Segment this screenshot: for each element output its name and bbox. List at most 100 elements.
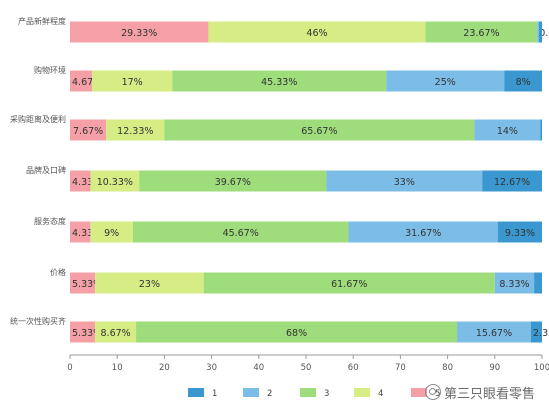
legend-swatch [300,388,316,397]
bar-segment [95,272,204,294]
bar-segment [494,272,535,294]
x-axis: 0 10 20 30 40 50 60 70 80 90 100 [67,354,549,373]
category-label: 统一次性购买齐 [10,316,66,326]
data-label: 4.33% [72,228,102,239]
data-label: 45.67% [223,228,259,239]
bar-segment [90,170,140,192]
legend-label: 3 [324,389,329,399]
data-label: 23.67% [463,28,499,39]
category-label: 价格 [50,267,66,277]
bar-segment [457,321,532,343]
legend-swatch [354,388,370,397]
data-label: 5.33% [72,279,102,290]
x-tick-label: 30 [206,363,217,373]
data-label: 33% [394,177,415,188]
data-label: 17% [122,77,143,88]
data-label: 7.67% [73,126,103,137]
data-label: 46% [306,28,327,39]
bar-segment [531,321,542,343]
bar-segment [208,21,426,43]
legend-label: 4 [378,389,383,399]
bar-segment [164,119,475,141]
bar-segment [326,170,483,192]
legend-swatch [188,388,204,397]
data-label: 14% [497,126,518,137]
x-tick-label: 60 [348,363,359,373]
bar-segment [386,70,505,92]
bar-segment [70,70,93,92]
legend-item[interactable]: 2 [243,388,272,399]
data-label: 0.33% [539,28,549,39]
data-label: 10.33% [97,177,133,188]
data-label: 8% [516,77,531,88]
bar-segment [92,70,173,92]
legend-item[interactable]: 4 [354,388,383,399]
bar-segment [203,272,495,294]
bar-segment [139,170,327,192]
bar-segment [474,119,541,141]
bar-segment [70,321,96,343]
data-label: 23% [139,279,160,290]
data-label: 9.33% [505,228,535,239]
data-label: 12.67% [494,177,530,188]
x-tick-label: 90 [489,363,500,373]
bar-segment [95,321,137,343]
data-label: 9% [104,228,119,239]
data-label: 4.67% [72,77,102,88]
bar-segment [136,321,458,343]
data-label: 8.33% [499,279,529,290]
legend-swatch [243,388,259,397]
watermark: 第三只眼看零售 [425,380,547,404]
category-label: 购物环境 [34,65,66,75]
x-tick-label: 80 [442,363,453,373]
bar-segment [497,221,542,243]
bar-segment [482,170,542,192]
watermark-text: 第三只眼看零售 [444,386,536,402]
data-label: 29.33% [121,28,157,39]
data-label: 45.33% [261,77,297,88]
data-label: 12.33% [117,126,153,137]
legend-item[interactable]: 1 [188,388,217,399]
bars-layer: 29.33% 46% 23.67% 0.33% 4.67% 17% 45.33% 25% 8% 7… [70,21,549,343]
data-label: 31.67% [405,228,441,239]
data-label: 2.33% [533,328,549,339]
bar-segment [70,119,107,141]
legend-label: 1 [212,389,217,399]
x-tick-label: 0 [67,363,72,373]
data-label: 25% [435,77,456,88]
x-tick-label: 50 [301,363,312,373]
legend-item[interactable]: 3 [300,388,329,399]
wechat-logo-icon [425,384,441,400]
bar-segment [537,21,539,43]
data-label: 65.67% [301,126,337,137]
data-label: 61.67% [331,279,367,290]
category-label: 产品新鲜程度 [18,16,66,26]
x-tick-label: 10 [112,363,123,373]
bar-segment [106,119,165,141]
legend-swatch [411,388,427,397]
bar-segment [70,272,96,294]
x-tick-label: 20 [159,363,170,373]
bar-segment [540,119,542,141]
category-label: 品牌及口碑 [26,165,66,175]
bar-segment [348,221,498,243]
category-label: 服务态度 [34,216,66,226]
data-label: 5.33% [72,328,102,339]
x-tick-label: 100 [534,363,549,373]
data-label: 39.67% [215,177,251,188]
bar-segment [534,272,542,294]
x-tick-label: 40 [253,363,264,373]
bar-segment [425,21,538,43]
data-label: 8.67% [101,328,131,339]
bar-segment [538,21,542,43]
bar-segment [70,21,209,43]
category-label: 采购距离及便利 [10,114,66,124]
bar-segment [172,70,387,92]
bar-segment [132,221,349,243]
data-label: 68% [286,328,307,339]
data-label: 15.67% [476,328,512,339]
x-tick-label: 70 [395,363,406,373]
